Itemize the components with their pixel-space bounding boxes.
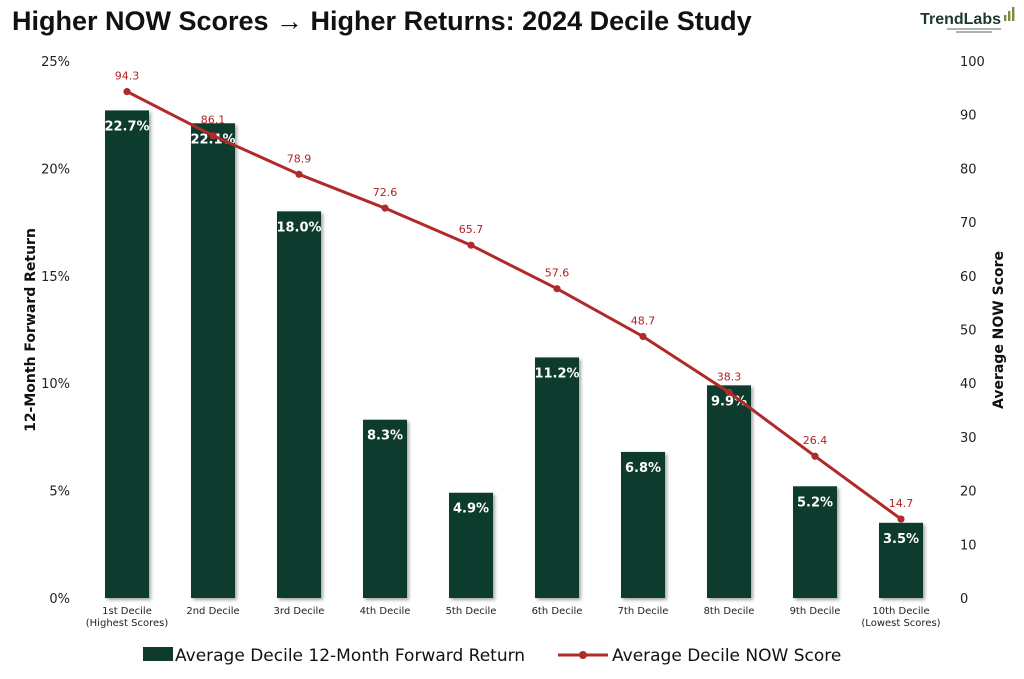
right-tick-label: 100 [960,55,985,70]
bar [879,522,923,598]
score-point [639,332,647,341]
score-point [123,88,131,96]
bar-data-label: 8.3% [367,429,403,444]
brand-name: TrendLabs [920,11,1001,28]
score-data-label: 86.1 [201,114,226,127]
bar-data-label: 11.2% [534,366,579,381]
category-label: 8th Decile [704,606,755,617]
score-point [209,132,217,140]
score-data-label: 57.6 [545,267,570,280]
score-point [553,285,561,293]
brand-logo: TrendLabs [920,7,1015,33]
legend-line-marker [579,651,587,659]
score-data-label: 38.3 [717,370,742,383]
category-label: 7th Decile [618,606,669,617]
left-tick-label: 15% [41,270,70,285]
bar [105,110,149,599]
line-series: 94.3 86.1 78.9 72.6 65.7 57.6 48.7 38.3 26.4 14.7 [115,70,914,523]
score-line [126,90,902,521]
bar-data-label: 4.9% [453,502,489,517]
score-point [811,452,819,460]
right-tick-label: 60 [960,270,977,285]
right-axis-title: Average NOW Score [991,251,1007,409]
legend-bar-label: Average Decile 12-Month Forward Return [175,646,525,666]
bar [449,492,493,598]
score-data-label: 78.9 [287,152,312,165]
left-tick-label: 25% [41,55,70,70]
right-tick-label: 30 [960,431,977,446]
score-point [381,204,389,212]
category-label: 1st Decile [102,606,152,617]
score-data-label: 72.6 [373,186,398,199]
bar [363,419,407,598]
right-tick-label: 90 [960,109,977,124]
right-tick-label: 20 [960,485,977,500]
score-data-label: 94.3 [115,70,140,83]
score-data-label: 26.4 [803,434,828,447]
score-point [725,388,733,396]
score-data-label: 14.7 [889,497,914,510]
category-label: 2nd Decile [186,606,239,617]
chart-title: Higher NOW Scores → Higher Returns: 2024… [12,6,752,36]
right-tick-label: 0 [960,592,968,607]
category-label: (Lowest Scores) [861,618,940,629]
score-point [897,515,905,523]
left-tick-label: 10% [41,377,70,392]
bar [277,211,321,599]
bar-data-label: 22.1% [190,132,235,147]
category-label: 4th Decile [360,606,411,617]
score-point [467,241,475,249]
score-data-label: 65.7 [459,223,484,236]
left-tick-label: 0% [49,592,70,607]
logo-bars-icon [1004,7,1015,21]
bar [621,451,665,598]
category-label: 10th Decile [872,606,929,617]
category-label: 3rd Decile [274,606,325,617]
bar-data-label: 22.7% [104,119,149,134]
right-y-axis: 0 10 20 30 40 50 60 70 80 90 100 [960,55,985,607]
category-label: 9th Decile [790,606,841,617]
left-y-axis: 0% 5% 10% 15% 20% 25% [41,55,70,607]
legend: Average Decile 12-Month Forward Return A… [143,646,841,666]
legend-bar-swatch [143,647,173,661]
bar [535,357,579,598]
bar [707,385,751,598]
score-point [295,170,303,178]
bar-data-label: 6.8% [625,461,661,476]
left-tick-label: 5% [49,485,70,500]
bar-data-label: 18.0% [276,220,321,235]
score-data-label: 48.7 [631,314,656,327]
category-label: (Highest Scores) [86,618,169,629]
left-tick-label: 20% [41,162,70,177]
right-tick-label: 80 [960,162,977,177]
bar-data-label: 3.5% [883,532,919,547]
x-axis-categories: 1st Decile(Highest Scores) 2nd Decile 3rd … [86,606,941,629]
category-label: 6th Decile [532,606,583,617]
right-tick-label: 10 [960,538,977,553]
bar-data-label: 5.2% [797,495,833,510]
right-tick-label: 70 [960,216,977,231]
legend-line-label: Average Decile NOW Score [612,646,841,666]
left-axis-title: 12-Month Forward Return [23,228,39,432]
category-label: 5th Decile [446,606,497,617]
bar-series: 22.7%22.1%18.0%8.3%4.9%11.2%6.8%9.9%5.2%… [104,110,923,599]
bar [191,123,235,599]
bar [793,486,837,598]
right-tick-label: 40 [960,377,977,392]
right-tick-label: 50 [960,324,977,339]
